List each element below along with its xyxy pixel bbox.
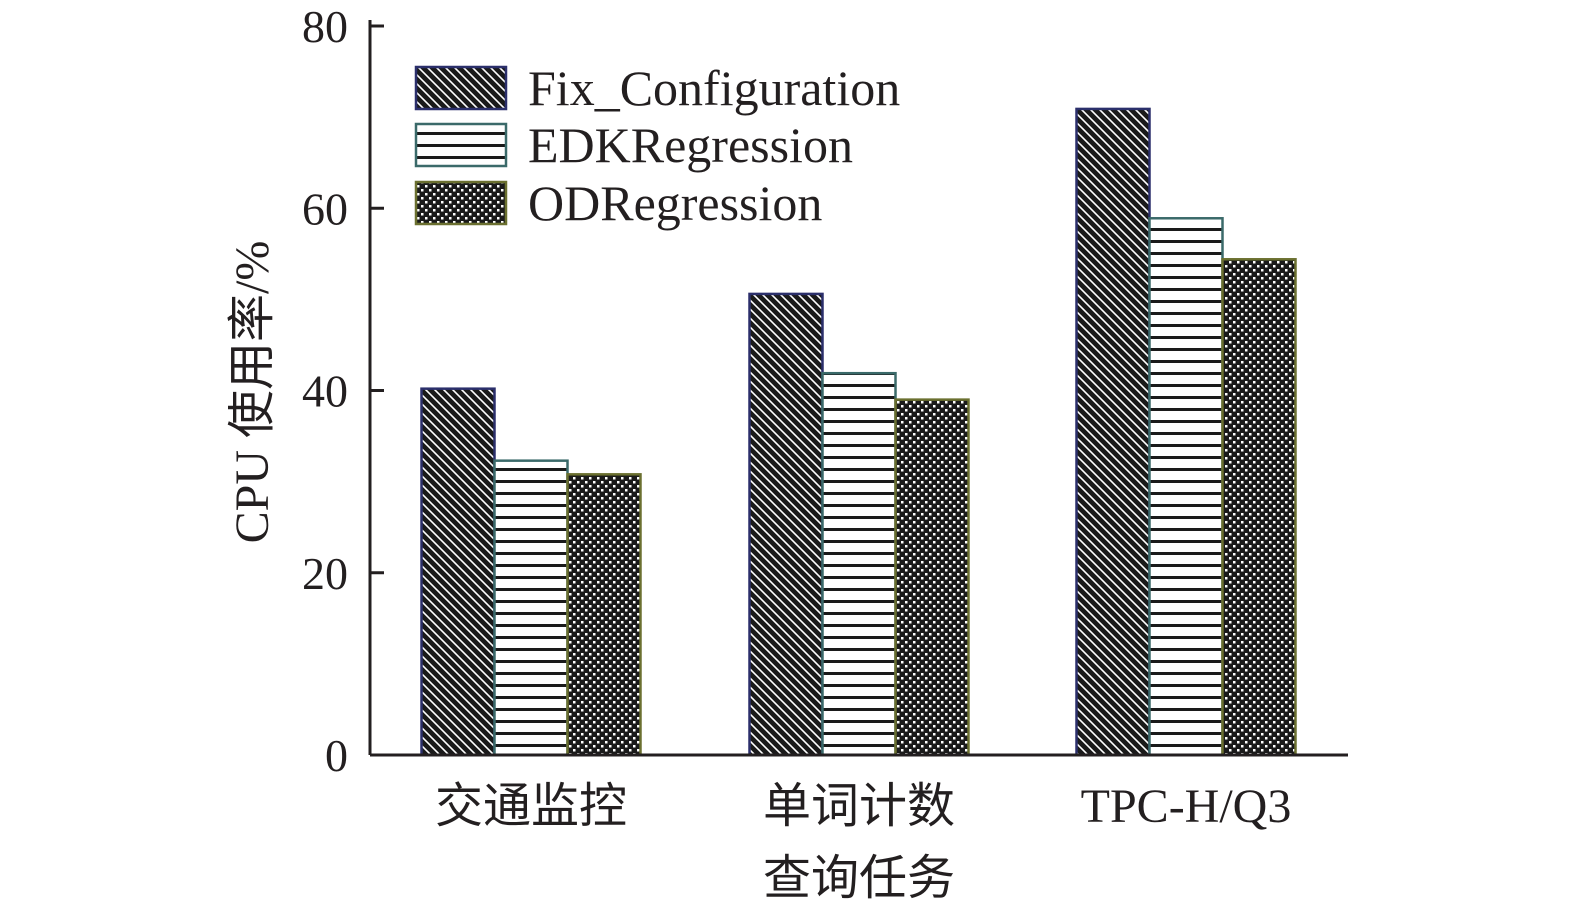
axes-group: 0 20 40 60 80 (302, 1, 1348, 781)
x-category-label-0: 交通监控 (435, 780, 627, 833)
legend: Fix_ConfigurationEDKRegressionODRegressi… (414, 60, 900, 231)
y-tick-label-80: 80 (302, 1, 348, 52)
legend-label-1: EDKRegression (528, 117, 853, 173)
x-category-label-2: TPC-H/Q3 (1081, 780, 1292, 833)
y-axis-title: CPU 使用率/% (226, 241, 279, 544)
x-axis-title: 查询任务 (763, 852, 955, 905)
y-tick-label-20: 20 (302, 548, 348, 599)
bar-odregression-0 (566, 473, 642, 757)
bar-fix-configuration-2 (1075, 107, 1151, 757)
legend-swatch-2 (414, 180, 508, 226)
legend-swatch-1 (414, 122, 508, 168)
axis-labels-group: 交通监控 单词计数 TPC-H/Q3 查询任务 CPU 使用率/% (226, 241, 1291, 905)
bar-odregression-2 (1221, 258, 1297, 757)
legend-label-2: ODRegression (528, 175, 822, 231)
x-category-label-1: 单词计数 (763, 780, 955, 833)
legend-label-0: Fix_Configuration (528, 60, 900, 116)
bar-edkregression-1 (821, 371, 897, 757)
bar-fix-configuration-1 (748, 292, 824, 757)
bar-fix-configuration-0 (420, 387, 496, 757)
y-tick-label-0: 0 (325, 730, 348, 781)
bar-odregression-1 (894, 398, 970, 757)
y-tick-label-40: 40 (302, 366, 348, 417)
bar-edkregression-0 (493, 459, 569, 757)
y-tick-label-60: 60 (302, 183, 348, 234)
bar-edkregression-2 (1148, 217, 1224, 757)
bars-group (420, 107, 1297, 757)
legend-swatch-0 (414, 65, 508, 111)
